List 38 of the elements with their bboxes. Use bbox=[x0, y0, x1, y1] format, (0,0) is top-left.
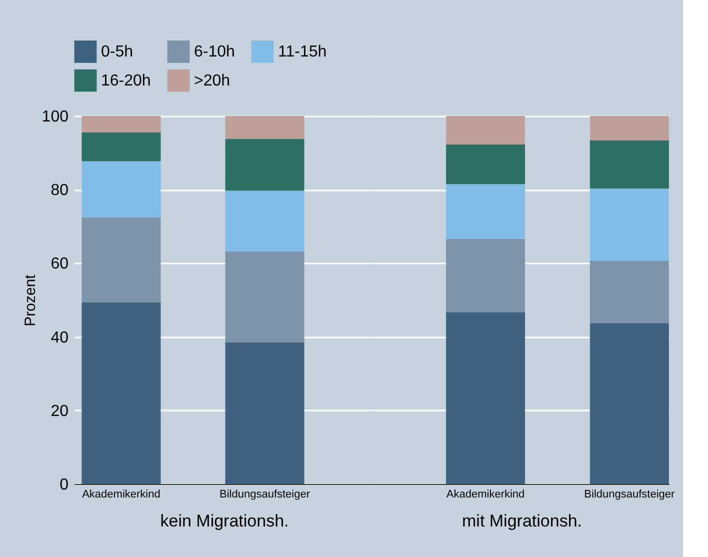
y-tick-label: 100 bbox=[42, 108, 69, 126]
bar bbox=[446, 238, 526, 312]
y-tick-label: 60 bbox=[50, 256, 69, 273]
bar bbox=[82, 116, 161, 132]
bar bbox=[225, 138, 304, 191]
y-tick-label: 40 bbox=[50, 329, 69, 346]
y-tick-label: 80 bbox=[50, 182, 69, 200]
bar bbox=[590, 140, 669, 188]
x-tick-label: Akademikerkind bbox=[446, 488, 525, 500]
y-tick-label: 20 bbox=[50, 402, 69, 420]
legend-label: 11-15h bbox=[278, 44, 327, 61]
x-axis-title: kein Migrationsh. bbox=[160, 512, 289, 530]
bar bbox=[590, 260, 669, 324]
x-tick-label: Bildungsaufsteiger bbox=[584, 488, 676, 500]
bar bbox=[225, 190, 304, 252]
bar bbox=[82, 161, 161, 218]
bar bbox=[446, 116, 526, 144]
y-axis-title: Prozent bbox=[22, 274, 39, 326]
bar bbox=[82, 132, 161, 162]
legend-label: >20h bbox=[194, 72, 230, 90]
bar bbox=[446, 312, 526, 484]
bar bbox=[446, 144, 526, 184]
bar bbox=[82, 302, 161, 484]
x-axis-title: mit Migrationsh. bbox=[462, 512, 582, 530]
legend-label: 0-5h bbox=[101, 44, 134, 61]
legend-label: 6-10h bbox=[194, 44, 235, 61]
x-tick-label: Bildungsaufsteiger bbox=[220, 488, 310, 500]
bar bbox=[225, 116, 304, 139]
bar bbox=[590, 116, 669, 140]
y-tick-label: 0 bbox=[60, 476, 69, 494]
bar bbox=[446, 184, 526, 239]
x-tick-label: Akademikerkind bbox=[82, 488, 160, 500]
bar bbox=[225, 342, 304, 484]
bar bbox=[225, 251, 304, 342]
bar bbox=[82, 217, 161, 302]
bar bbox=[590, 188, 669, 261]
legend-label: 16-20h bbox=[101, 72, 151, 90]
bar bbox=[590, 323, 669, 484]
